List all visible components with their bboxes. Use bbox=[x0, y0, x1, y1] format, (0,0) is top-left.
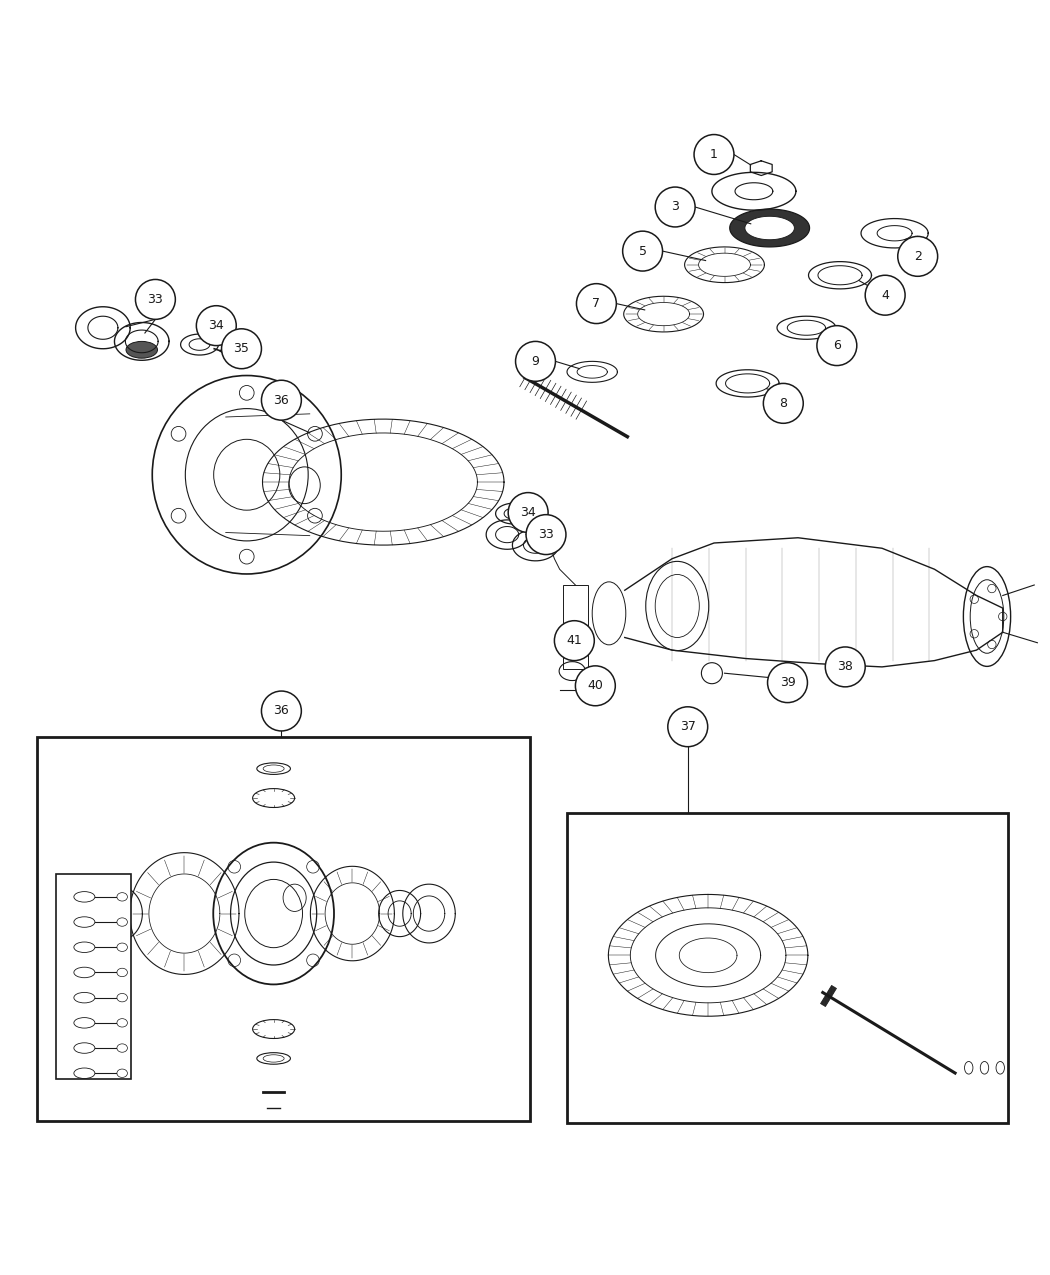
Circle shape bbox=[222, 329, 261, 368]
Circle shape bbox=[261, 380, 301, 421]
Circle shape bbox=[763, 384, 803, 423]
Circle shape bbox=[508, 492, 548, 533]
Text: 38: 38 bbox=[837, 660, 854, 673]
Circle shape bbox=[623, 231, 663, 272]
Text: 35: 35 bbox=[233, 342, 250, 356]
Circle shape bbox=[261, 691, 301, 731]
Text: 37: 37 bbox=[679, 720, 696, 733]
Bar bbox=[37, 737, 530, 1121]
Circle shape bbox=[668, 706, 708, 747]
Bar bbox=[56, 873, 131, 1079]
Text: 39: 39 bbox=[779, 676, 796, 690]
Circle shape bbox=[694, 135, 734, 175]
Text: 6: 6 bbox=[833, 339, 841, 352]
Text: 4: 4 bbox=[881, 288, 889, 302]
Text: 1: 1 bbox=[710, 148, 718, 161]
Text: 34: 34 bbox=[521, 506, 536, 519]
Ellipse shape bbox=[126, 342, 158, 358]
Circle shape bbox=[898, 236, 938, 277]
Bar bbox=[567, 813, 1008, 1122]
Text: 34: 34 bbox=[208, 319, 225, 333]
PathPatch shape bbox=[730, 209, 810, 247]
Text: 7: 7 bbox=[592, 297, 601, 310]
Circle shape bbox=[135, 279, 175, 319]
Circle shape bbox=[576, 283, 616, 324]
Text: 8: 8 bbox=[779, 397, 788, 409]
Text: 9: 9 bbox=[531, 354, 540, 368]
Circle shape bbox=[526, 515, 566, 555]
Circle shape bbox=[865, 275, 905, 315]
Text: 2: 2 bbox=[914, 250, 922, 263]
Circle shape bbox=[575, 666, 615, 706]
Text: 33: 33 bbox=[538, 528, 554, 541]
Text: 5: 5 bbox=[638, 245, 647, 258]
Text: 41: 41 bbox=[567, 634, 582, 648]
Circle shape bbox=[768, 663, 807, 703]
Bar bbox=[563, 585, 588, 669]
Text: 33: 33 bbox=[147, 293, 164, 306]
Circle shape bbox=[196, 306, 236, 346]
Circle shape bbox=[554, 621, 594, 660]
Circle shape bbox=[655, 187, 695, 227]
Circle shape bbox=[825, 646, 865, 687]
Text: 36: 36 bbox=[273, 394, 290, 407]
Circle shape bbox=[817, 325, 857, 366]
Text: 3: 3 bbox=[671, 200, 679, 213]
PathPatch shape bbox=[744, 217, 795, 240]
Text: 40: 40 bbox=[587, 680, 604, 692]
Circle shape bbox=[516, 342, 555, 381]
Text: 36: 36 bbox=[273, 705, 290, 718]
